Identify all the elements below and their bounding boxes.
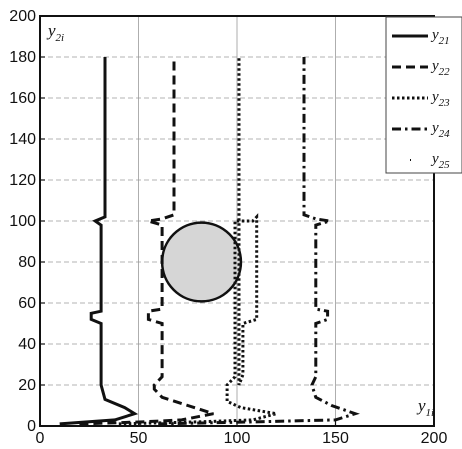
y-tick-label: 60	[18, 295, 36, 312]
series-line-22	[79, 57, 214, 426]
y-tick-label: 80	[18, 254, 36, 271]
legend-label-sub: 22	[439, 66, 451, 78]
x-tick-label: 50	[130, 430, 148, 447]
x-tick-label: 0	[36, 430, 45, 447]
legend-box	[385, 16, 462, 174]
x-tick-label: 200	[421, 430, 448, 447]
legend-label-sub: 25	[439, 159, 451, 171]
y-tick-label: 200	[9, 8, 36, 25]
legend-label-sub: 24	[439, 128, 451, 140]
y-axis-label-sub: 2i	[56, 32, 65, 44]
legend-label-sub: 21	[439, 35, 450, 47]
y-tick-label: 0	[27, 418, 36, 435]
series-line-24	[158, 57, 360, 426]
series-line-21	[59, 57, 139, 426]
y-tick-label: 140	[9, 131, 36, 148]
y-tick-label: 100	[9, 213, 36, 230]
x-tick-label: 100	[224, 430, 251, 447]
y-tick-label: 180	[9, 49, 36, 66]
series-line-23	[118, 57, 277, 426]
y-tick-label: 160	[9, 90, 36, 107]
y-tick-label: 20	[18, 377, 36, 394]
y-tick-label: 40	[18, 336, 36, 353]
x-tick-label: 150	[322, 430, 349, 447]
x-axis-label-sub: 1i	[426, 407, 435, 419]
y-tick-label: 120	[9, 172, 36, 189]
legend-label-sub: 23	[439, 97, 451, 109]
obstacle-circle	[160, 221, 243, 303]
